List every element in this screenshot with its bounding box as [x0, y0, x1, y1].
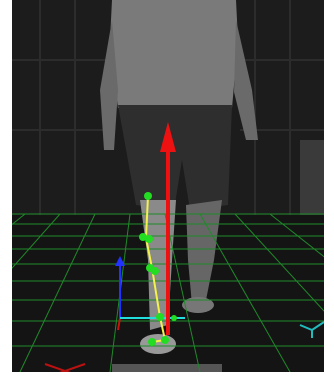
right-arm	[234, 20, 258, 140]
left-arm	[100, 20, 118, 150]
right-foot	[182, 297, 214, 313]
x-axis	[117, 317, 121, 331]
z-axis-head	[115, 256, 125, 266]
markers	[139, 192, 177, 346]
force-vector-head	[160, 122, 176, 152]
shorts	[118, 105, 232, 210]
right-leg	[186, 200, 222, 305]
force-plate	[112, 364, 222, 372]
camera-symbol	[299, 321, 324, 338]
left-foot	[140, 334, 176, 354]
origin-cross	[44, 363, 86, 372]
shirt	[110, 0, 238, 108]
door-frame	[300, 140, 324, 220]
